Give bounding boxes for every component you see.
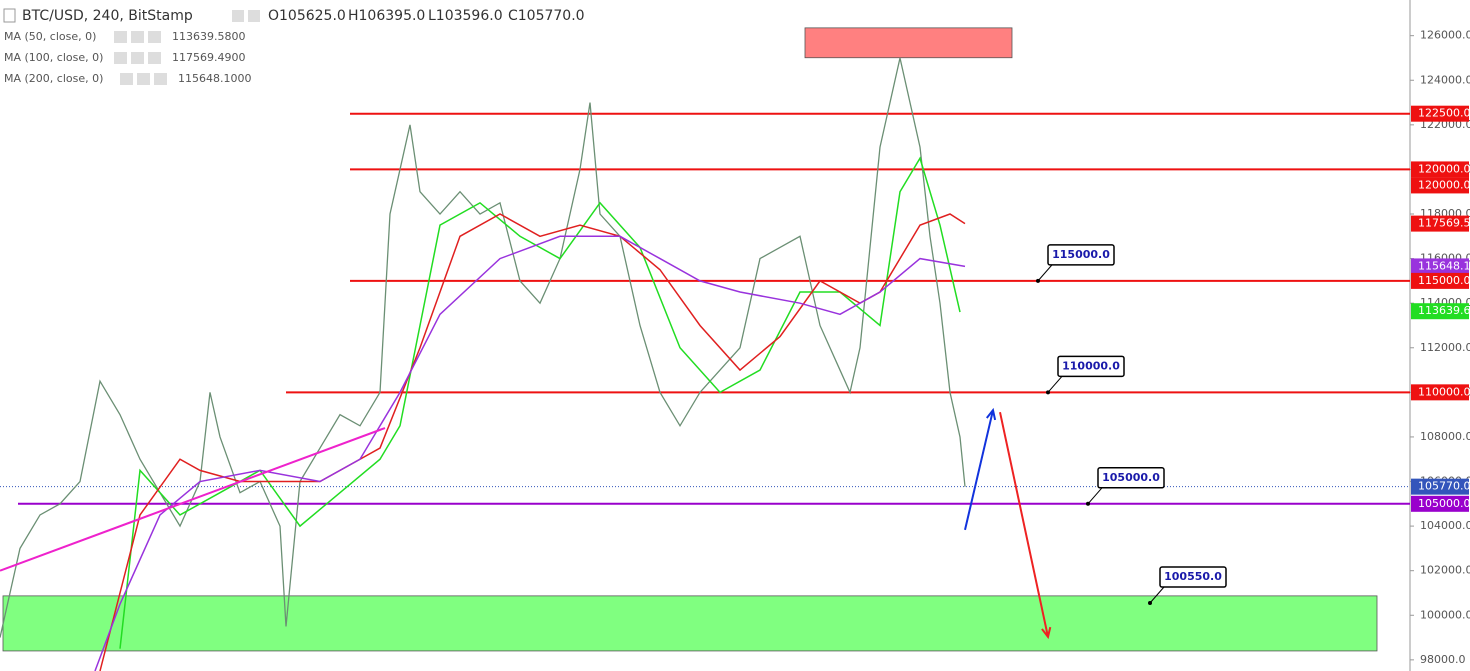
callout-box xyxy=(1057,355,1125,378)
price-badge-label: 122500.0 xyxy=(1418,107,1470,120)
price-badge xyxy=(1411,105,1469,122)
price-badge xyxy=(1411,384,1469,401)
y-tick-label: 108000.0 xyxy=(1420,430,1470,443)
y-tick-label: 112000.0 xyxy=(1420,341,1470,354)
price-badge-label: 115648.1 xyxy=(1418,259,1470,272)
y-tick-label: 126000.0 xyxy=(1420,29,1470,42)
legend-icon[interactable] xyxy=(114,52,127,64)
ohlc-label: H106395.0 xyxy=(348,8,425,24)
callout-box xyxy=(1159,566,1227,588)
price-badge xyxy=(1411,177,1469,194)
price-badge-label: 120000.0 xyxy=(1418,162,1470,175)
callout-anchor xyxy=(1148,601,1152,606)
callout-anchor xyxy=(1036,278,1040,283)
price-badge xyxy=(1411,161,1469,178)
chart-title: BTC/USD, 240, BitStamp xyxy=(22,8,193,24)
y-tick-label: 100000.0 xyxy=(1420,608,1470,621)
legend-value: 117569.4900 xyxy=(172,51,245,64)
arrow xyxy=(999,411,1049,638)
settings-icon[interactable] xyxy=(232,10,244,22)
legend-icon[interactable] xyxy=(154,73,167,85)
arrow xyxy=(964,409,994,531)
y-tick-label: 104000.0 xyxy=(1420,519,1470,532)
legend-name: MA (100, close, 0) xyxy=(4,51,103,64)
price-badge-label: 115000.0 xyxy=(1418,274,1470,287)
price-badge-label: 113639.6 xyxy=(1418,304,1470,317)
y-tick-label: 124000.0 xyxy=(1420,73,1470,86)
price-badge xyxy=(1411,258,1469,275)
collapse-icon[interactable] xyxy=(3,8,16,23)
callout-box xyxy=(1097,467,1165,489)
callout-pointer xyxy=(1037,264,1053,282)
legend-icon[interactable] xyxy=(137,73,150,85)
zone xyxy=(804,27,1013,59)
callout-label: 105000.0 xyxy=(1102,471,1160,484)
callout-pointer xyxy=(1087,487,1103,505)
price-badge-label: 105770.0 xyxy=(1418,480,1470,493)
settings-icon[interactable] xyxy=(248,10,260,22)
arrow-head xyxy=(985,407,997,421)
legend-name: MA (200, close, 0) xyxy=(4,72,103,85)
price-line xyxy=(0,57,966,638)
price-badge-label: 120000.0 xyxy=(1418,178,1470,191)
zone xyxy=(2,595,1378,652)
ma-line xyxy=(94,235,966,671)
legend-icon[interactable] xyxy=(131,52,144,64)
price-badge xyxy=(1411,215,1469,232)
callout-label: 100550.0 xyxy=(1164,570,1222,583)
callout-label: 115000.0 xyxy=(1052,248,1110,261)
ohlc-label: L103596.0 xyxy=(428,8,503,24)
price-badge-label: 117569.5 xyxy=(1418,217,1470,230)
callout-anchor xyxy=(1046,390,1050,395)
price-badge xyxy=(1411,478,1469,495)
legend-icon[interactable] xyxy=(120,73,133,85)
arrow-head xyxy=(1041,626,1052,640)
price-badge xyxy=(1411,272,1469,289)
ohlc-label: O105625.0 xyxy=(268,8,346,24)
callout-label: 110000.0 xyxy=(1062,359,1120,372)
legend-icon[interactable] xyxy=(148,31,161,43)
callout-anchor xyxy=(1086,501,1090,506)
price-badge xyxy=(1411,495,1469,512)
price-badge-label: 105000.0 xyxy=(1418,497,1470,510)
legend-name: MA (50, close, 0) xyxy=(4,30,96,43)
callout-box xyxy=(1047,244,1115,266)
legend-icon[interactable] xyxy=(148,52,161,64)
price-badge-label: 110000.0 xyxy=(1418,385,1470,398)
legend-icon[interactable] xyxy=(114,31,127,43)
ohlc-label: C105770.0 xyxy=(508,8,585,24)
y-tick-label: 102000.0 xyxy=(1420,564,1470,577)
legend-value: 115648.1000 xyxy=(178,72,251,85)
price-badge xyxy=(1411,303,1469,320)
trend-line xyxy=(0,427,386,572)
legend-value: 113639.5800 xyxy=(172,30,245,43)
y-tick-label: 98000.0 xyxy=(1420,653,1466,666)
callout-pointer xyxy=(1047,376,1063,393)
callout-pointer xyxy=(1149,586,1165,604)
ma-line xyxy=(119,156,961,649)
legend-icon[interactable] xyxy=(131,31,144,43)
